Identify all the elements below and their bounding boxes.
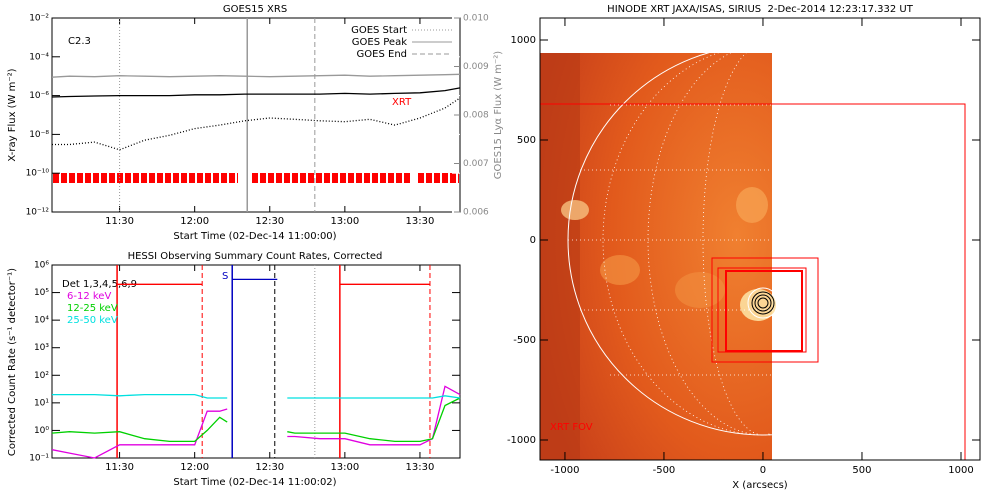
x-axis-label: Start Time (02-Dec-14 11:00:00) xyxy=(173,231,336,242)
y-tick-label: -1000 xyxy=(507,435,536,446)
x-tick-label: -500 xyxy=(653,465,676,476)
x-tick-label: 13:30 xyxy=(406,462,435,473)
x-tick-label: 0 xyxy=(760,465,766,476)
heliographic-grid xyxy=(568,44,958,436)
legend-label: GOES Peak xyxy=(352,37,407,48)
y2-axis-label: GOES15 Lyα Flux (W m⁻²) xyxy=(493,51,504,179)
xrt-image xyxy=(540,44,966,460)
xrt-label: XRT xyxy=(392,97,412,108)
flare-class: C2.3 xyxy=(68,36,91,47)
legend-label: 25-50 keV xyxy=(67,315,118,326)
off-limb xyxy=(540,53,580,460)
x-tick-label: 11:30 xyxy=(105,216,134,227)
y-tick-label: 500 xyxy=(517,135,536,146)
y-tick-label: 10¹ xyxy=(34,398,49,408)
fov-label: XRT FOV xyxy=(550,422,593,433)
contour xyxy=(754,294,772,312)
y-tick-label: 0 xyxy=(530,235,536,246)
y-tick-label: 10⁻⁶ xyxy=(29,91,49,101)
y-tick-label: 10⁴ xyxy=(34,316,49,326)
contour xyxy=(757,297,769,309)
fov-box xyxy=(711,257,819,363)
fov-box xyxy=(540,103,966,460)
x-tick-label: 13:00 xyxy=(330,462,359,473)
y-tick-label: 10⁻¹² xyxy=(26,208,50,218)
s-label: S xyxy=(222,271,228,282)
plot-frame xyxy=(539,17,981,461)
y-tick-label: 10⁻⁸ xyxy=(29,130,49,140)
x-tick-label: 13:00 xyxy=(330,216,359,227)
y-tick-label: 10⁰ xyxy=(34,426,49,436)
x-tick-label: 500 xyxy=(852,465,871,476)
series-line xyxy=(51,397,461,443)
chart-title: HINODE XRT JAXA/ISAS, SIRIUS 2-Dec-2014 … xyxy=(607,4,914,15)
series-line xyxy=(52,97,461,151)
plot-frame xyxy=(51,264,461,459)
y2-tick-label: 0.008 xyxy=(463,111,489,121)
y-tick-label: 10⁶ xyxy=(34,261,49,271)
y-axis-label: X-ray Flux (W m⁻²) xyxy=(7,68,18,161)
x-axis-label: X (arcsecs) xyxy=(732,480,788,491)
x-tick-label: 11:30 xyxy=(105,462,134,473)
x-tick-label: 12:00 xyxy=(180,462,209,473)
fov-box xyxy=(725,270,803,352)
series-line xyxy=(51,73,461,78)
y2-tick-label: 0.007 xyxy=(463,159,489,169)
legend-label: 6-12 keV xyxy=(67,291,111,302)
y-tick-label: 10² xyxy=(34,371,49,381)
y-tick-label: 10⁻² xyxy=(29,14,49,24)
y-tick-label: 10³ xyxy=(34,343,49,353)
x-tick-label: 12:00 xyxy=(180,216,209,227)
contour xyxy=(751,291,775,315)
y-tick-label: 1000 xyxy=(511,35,536,46)
y2-tick-label: 0.006 xyxy=(463,208,489,218)
bright-region xyxy=(736,187,768,223)
y-tick-label: -500 xyxy=(513,335,536,346)
y2-tick-label: 0.010 xyxy=(463,14,489,24)
y2-tick-label: 0.009 xyxy=(463,62,489,72)
y-axis-label: Corrected Count Rate (s⁻¹ detector⁻¹) xyxy=(7,268,18,456)
x-tick-label: -1000 xyxy=(550,465,579,476)
legend-label: GOES Start xyxy=(351,25,407,36)
x-tick-label: 12:30 xyxy=(255,462,284,473)
contour xyxy=(747,287,779,319)
chart-title: HESSI Observing Summary Count Rates, Cor… xyxy=(128,251,383,262)
series-line xyxy=(52,393,461,399)
x-tick-label: 12:30 xyxy=(255,216,284,227)
bright-region xyxy=(600,255,640,285)
x-axis-label: Start Time (02-Dec-14 11:00:02) xyxy=(173,477,336,488)
legend-label: GOES End xyxy=(357,49,407,60)
x-tick-label: 1000 xyxy=(948,465,973,476)
legend-label: 12-25 keV xyxy=(67,303,118,314)
series-line xyxy=(51,385,461,459)
bright-region xyxy=(561,200,589,220)
solar-limb xyxy=(567,44,959,436)
y-tick-label: 10⁻¹⁰ xyxy=(26,169,50,179)
series-line xyxy=(51,87,461,98)
y-tick-label: 10⁵ xyxy=(34,288,49,298)
chart-title: GOES15 XRS xyxy=(223,4,287,15)
x-tick-label: 13:30 xyxy=(406,216,435,227)
y-tick-label: 10⁻⁴ xyxy=(29,52,49,62)
y-tick-label: 10⁻¹ xyxy=(29,454,49,464)
legend-title: Det 1,3,4,5,6,9 xyxy=(62,279,137,290)
